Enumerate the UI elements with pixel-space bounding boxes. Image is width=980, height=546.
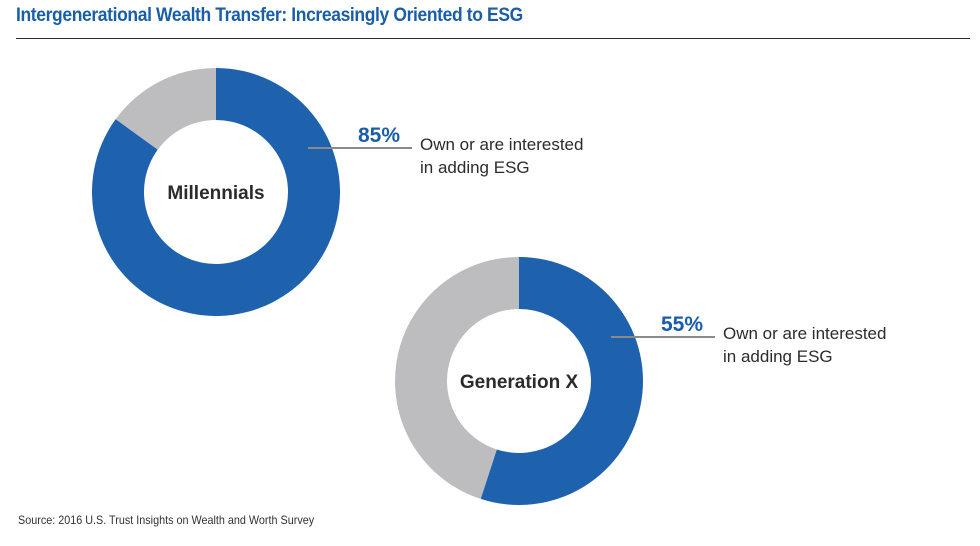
annotation-line-2: in adding ESG: [723, 347, 833, 366]
donut-generation-x: Generation X 55% Own or are interested i…: [395, 257, 886, 506]
source-note: Source: 2016 U.S. Trust Insights on Weal…: [18, 513, 315, 527]
annotation-line-2: in adding ESG: [420, 158, 530, 177]
donut-millennials: Millennials 85% Own or are interested in…: [91, 68, 583, 316]
slice-other: [395, 257, 519, 499]
annotation-line-1: Own or are interested: [420, 135, 583, 154]
annotation-line-1: Own or are interested: [723, 324, 886, 343]
slice-esg: [480, 257, 644, 506]
slice-esg: [91, 68, 340, 316]
percent-label: 55%: [661, 313, 703, 336]
title-divider: [16, 38, 970, 39]
slice-other: [115, 68, 216, 150]
donut-center-label: Generation X: [460, 372, 579, 393]
percent-label: 85%: [358, 124, 400, 147]
donut-center-label: Millennials: [167, 183, 264, 204]
chart-title: Intergenerational Wealth Transfer: Incre…: [16, 5, 523, 26]
